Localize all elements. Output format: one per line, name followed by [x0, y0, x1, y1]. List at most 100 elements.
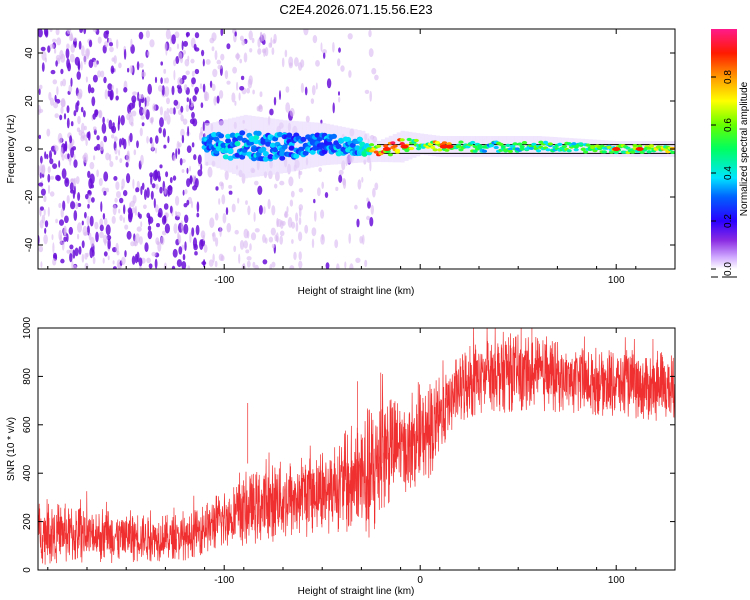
ridge-cell	[477, 146, 483, 150]
scatter-point	[193, 154, 197, 161]
scatter-point	[236, 52, 240, 61]
scatter-point	[77, 192, 81, 201]
scatter-point	[49, 43, 55, 49]
scatter-point	[103, 76, 107, 84]
ridge-cell	[262, 151, 269, 157]
scatter-point	[252, 89, 255, 95]
scatter-point	[111, 84, 114, 91]
scatter-point	[180, 220, 183, 230]
scatter-point	[175, 148, 178, 160]
bottom-x-axis-label: Height of straight line (km)	[298, 586, 415, 597]
ridge-cell	[432, 148, 438, 152]
scatter-point	[256, 106, 261, 112]
scatter-point	[287, 217, 293, 228]
ridge-cell	[573, 148, 579, 152]
scatter-point	[74, 56, 80, 66]
scatter-point	[65, 48, 70, 59]
ridge-cell	[239, 130, 246, 136]
scatter-point	[138, 257, 143, 267]
scatter-point	[165, 77, 170, 84]
ridge-halo	[298, 121, 303, 170]
scatter-point	[78, 129, 83, 136]
scatter-point	[92, 113, 96, 120]
scatter-point	[151, 141, 155, 151]
scatter-point	[155, 135, 159, 144]
scatter-point	[178, 52, 183, 61]
scatter-point	[354, 204, 358, 210]
scatter-point	[369, 216, 374, 227]
scatter-point	[43, 195, 47, 203]
snr-series	[38, 328, 675, 565]
scatter-point	[218, 198, 221, 205]
ridge-cell	[632, 144, 638, 148]
scatter-point	[138, 213, 142, 219]
ridge-cell	[470, 140, 476, 145]
scatter-point	[58, 202, 62, 209]
scatter-point	[65, 179, 68, 184]
ridge-cell	[279, 155, 286, 161]
scatter-point	[270, 227, 276, 236]
ridge-hotspot	[382, 147, 391, 151]
scatter-point	[79, 29, 83, 33]
ridge-cell	[547, 142, 553, 146]
scatter-point	[205, 59, 211, 65]
scatter-point	[38, 182, 44, 187]
scatter-point	[116, 39, 119, 49]
ridge-cell	[488, 144, 495, 148]
scatter-point	[181, 244, 184, 250]
scatter-point	[73, 210, 78, 221]
scatter-point	[61, 168, 67, 179]
ridge-cell	[578, 142, 584, 146]
scatter-point	[136, 251, 140, 263]
scatter-point	[41, 51, 47, 61]
scatter-point	[54, 113, 59, 119]
scatter-point	[180, 128, 185, 138]
scatter-point	[194, 32, 200, 39]
scatter-point	[305, 115, 310, 123]
scatter-point	[313, 198, 316, 204]
scatter-point	[164, 42, 168, 51]
scatter-point	[60, 68, 64, 75]
scatter-point	[344, 261, 347, 269]
ridge-cell	[225, 133, 232, 139]
scatter-point	[121, 137, 125, 146]
scatter-point	[312, 35, 318, 44]
ridge-cell	[406, 137, 412, 142]
scatter-point	[63, 236, 67, 242]
ridge-halo	[255, 116, 260, 177]
scatter-point	[243, 240, 248, 249]
scatter-point	[124, 224, 129, 230]
scatter-point	[66, 43, 70, 50]
scatter-point	[147, 230, 153, 240]
scatter-point	[194, 86, 200, 94]
scatter-point	[81, 45, 85, 57]
scatter-point	[279, 90, 281, 101]
ridge-cell	[416, 147, 422, 151]
scatter-point	[195, 178, 199, 188]
scatter-point	[82, 154, 87, 161]
scatter-point	[87, 83, 92, 94]
scatter-point	[153, 198, 156, 209]
scatter-point	[199, 239, 204, 251]
scatter-point	[47, 184, 51, 194]
colorbar-label: Normalized spectral amplitude	[739, 81, 750, 216]
scatter-point	[258, 205, 263, 215]
scatter-point	[146, 136, 149, 144]
scatter-point	[112, 266, 117, 269]
scatter-point	[91, 96, 96, 107]
scatter-point	[200, 102, 204, 109]
scatter-point	[102, 116, 105, 124]
scatter-point	[374, 74, 379, 81]
scatter-point	[103, 217, 108, 226]
scatter-point	[236, 81, 239, 91]
scatter-point	[173, 59, 177, 67]
ridge-cell	[309, 149, 316, 155]
scatter-point	[279, 235, 284, 245]
scatter-point	[159, 186, 163, 194]
scatter-point	[84, 211, 87, 219]
ridge-cell	[519, 147, 525, 151]
ridge-cell	[255, 130, 262, 136]
scatter-point	[147, 51, 150, 56]
scatter-point	[123, 87, 128, 93]
scatter-point	[243, 52, 248, 63]
